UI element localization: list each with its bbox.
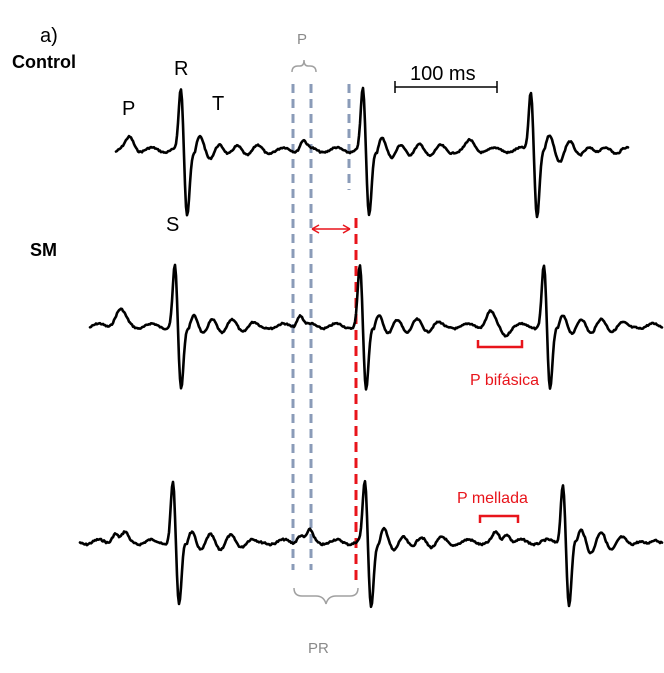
ecg-trace-control — [114, 86, 630, 219]
p-interval-label: P — [297, 31, 307, 48]
notched-p-label: P mellada — [457, 490, 528, 507]
biphasic-p-bracket: P bifásica — [470, 340, 539, 389]
biphasic-p-label: P bifásica — [470, 372, 539, 389]
scale-bar-label: 100 ms — [410, 63, 476, 85]
ecg-trace-sm-1 — [88, 263, 664, 391]
wave-label-p: P — [122, 98, 135, 120]
wave-label-s: S — [166, 214, 179, 236]
pr-interval-bracket: PR — [293, 587, 359, 657]
notched-p-bracket: P mellada — [457, 490, 528, 523]
p-interval-bracket: P — [291, 31, 317, 73]
control-label: Control — [12, 52, 76, 72]
pr-interval-label: PR — [308, 640, 329, 657]
wave-label-t: T — [212, 93, 224, 115]
sm-label: SM — [30, 240, 57, 260]
wave-label-r: R — [174, 58, 188, 80]
scale-bar: 100 ms — [394, 63, 498, 93]
pr-double-arrow — [311, 224, 351, 234]
panel-label: a) — [40, 25, 58, 47]
ecg-trace-sm-2 — [78, 479, 664, 609]
